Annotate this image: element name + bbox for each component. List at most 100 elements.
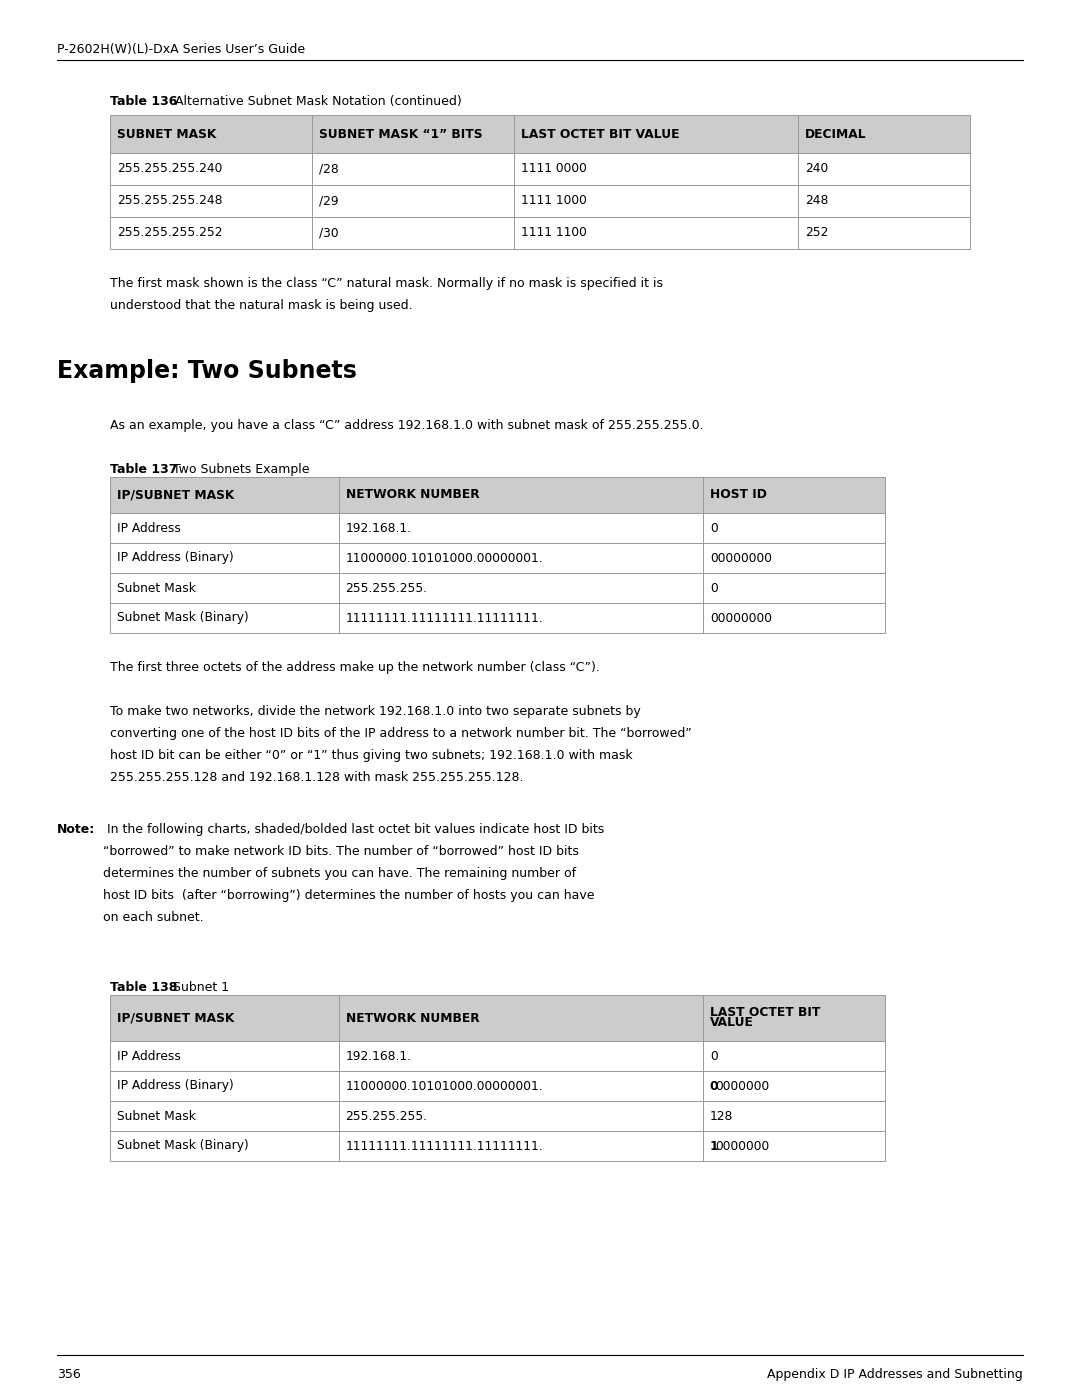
Text: IP/SUBNET MASK: IP/SUBNET MASK: [117, 489, 234, 502]
Text: Subnet Mask: Subnet Mask: [117, 1109, 195, 1123]
Bar: [110, 604, 339, 633]
Text: 11000000.10101000.00000001.: 11000000.10101000.00000001.: [346, 552, 543, 564]
Text: 255.255.255.252: 255.255.255.252: [117, 226, 222, 239]
Text: converting one of the host ID bits of the IP address to a network number bit. Th: converting one of the host ID bits of th…: [110, 726, 692, 740]
Text: 00000000: 00000000: [710, 552, 772, 564]
Bar: [339, 513, 703, 543]
Text: Table 137: Table 137: [110, 462, 177, 476]
Text: 1111 1000: 1111 1000: [522, 194, 588, 208]
Bar: [703, 1071, 885, 1101]
Bar: [312, 184, 514, 217]
Bar: [110, 1101, 339, 1132]
Bar: [339, 1071, 703, 1101]
Text: host ID bits  (after “borrowing”) determines the number of hosts you can have: host ID bits (after “borrowing”) determi…: [103, 888, 594, 902]
Text: /30: /30: [319, 226, 339, 239]
Text: NETWORK NUMBER: NETWORK NUMBER: [346, 1011, 480, 1024]
Text: 00000000: 00000000: [710, 612, 772, 624]
Bar: [110, 184, 312, 217]
Bar: [339, 604, 703, 633]
Bar: [110, 573, 339, 604]
Bar: [703, 1041, 885, 1071]
Text: IP/SUBNET MASK: IP/SUBNET MASK: [117, 1011, 234, 1024]
Bar: [514, 184, 798, 217]
Bar: [798, 115, 970, 154]
Text: SUBNET MASK “1” BITS: SUBNET MASK “1” BITS: [319, 127, 483, 141]
Text: Note:: Note:: [57, 823, 95, 835]
Text: Example: Two Subnets: Example: Two Subnets: [57, 359, 356, 383]
Bar: [110, 1071, 339, 1101]
Text: 11000000.10101000.00000001.: 11000000.10101000.00000001.: [346, 1080, 543, 1092]
Text: 0000000: 0000000: [715, 1080, 769, 1092]
Bar: [798, 217, 970, 249]
Text: DECIMAL: DECIMAL: [805, 127, 866, 141]
Text: Subnet 1: Subnet 1: [165, 981, 229, 995]
Text: 1111 0000: 1111 0000: [522, 162, 588, 176]
Text: 11111111.11111111.11111111.: 11111111.11111111.11111111.: [346, 612, 543, 624]
Text: Alternative Subnet Mask Notation (continued): Alternative Subnet Mask Notation (contin…: [167, 95, 462, 108]
Bar: [339, 476, 703, 513]
Text: IP Address (Binary): IP Address (Binary): [117, 1080, 233, 1092]
Bar: [110, 513, 339, 543]
Text: 1111 1100: 1111 1100: [522, 226, 588, 239]
Text: 0: 0: [710, 521, 717, 535]
Text: 0: 0: [710, 581, 717, 595]
Bar: [703, 543, 885, 573]
Text: Subnet Mask: Subnet Mask: [117, 581, 195, 595]
Bar: [703, 1132, 885, 1161]
Text: 255.255.255.128 and 192.168.1.128 with mask 255.255.255.128.: 255.255.255.128 and 192.168.1.128 with m…: [110, 771, 524, 784]
Text: The first mask shown is the class “C” natural mask. Normally if no mask is speci: The first mask shown is the class “C” na…: [110, 277, 663, 291]
Text: To make two networks, divide the network 192.168.1.0 into two separate subnets b: To make two networks, divide the network…: [110, 705, 640, 718]
Text: Subnet Mask (Binary): Subnet Mask (Binary): [117, 1140, 248, 1153]
Bar: [514, 115, 798, 154]
Bar: [514, 154, 798, 184]
Text: SUBNET MASK: SUBNET MASK: [117, 127, 216, 141]
Text: Two Subnets Example: Two Subnets Example: [165, 462, 310, 476]
Text: Subnet Mask (Binary): Subnet Mask (Binary): [117, 612, 248, 624]
Bar: [110, 995, 339, 1041]
Text: LAST OCTET BIT VALUE: LAST OCTET BIT VALUE: [522, 127, 679, 141]
Bar: [110, 543, 339, 573]
Text: P-2602H(W)(L)-DxA Series User’s Guide: P-2602H(W)(L)-DxA Series User’s Guide: [57, 43, 306, 56]
Text: IP Address: IP Address: [117, 1049, 180, 1063]
Bar: [339, 573, 703, 604]
Bar: [339, 1041, 703, 1071]
Text: 1: 1: [710, 1140, 718, 1153]
Text: 248: 248: [805, 194, 828, 208]
Text: 11111111.11111111.11111111.: 11111111.11111111.11111111.: [346, 1140, 543, 1153]
Text: 0000000: 0000000: [715, 1140, 769, 1153]
Bar: [312, 154, 514, 184]
Text: Table 136: Table 136: [110, 95, 177, 108]
Text: NETWORK NUMBER: NETWORK NUMBER: [346, 489, 480, 502]
Text: Appendix D IP Addresses and Subnetting: Appendix D IP Addresses and Subnetting: [767, 1368, 1023, 1382]
Bar: [110, 217, 312, 249]
Text: As an example, you have a class “C” address 192.168.1.0 with subnet mask of 255.: As an example, you have a class “C” addr…: [110, 419, 704, 432]
Text: In the following charts, shaded/bolded last octet bit values indicate host ID bi: In the following charts, shaded/bolded l…: [103, 823, 604, 835]
Bar: [339, 995, 703, 1041]
Text: /28: /28: [319, 162, 339, 176]
Bar: [339, 543, 703, 573]
Bar: [110, 1132, 339, 1161]
Bar: [703, 513, 885, 543]
Bar: [514, 217, 798, 249]
Text: 252: 252: [805, 226, 828, 239]
Bar: [110, 476, 339, 513]
Bar: [703, 995, 885, 1041]
Bar: [110, 115, 312, 154]
Text: /29: /29: [319, 194, 339, 208]
Text: IP Address: IP Address: [117, 521, 180, 535]
Text: 255.255.255.240: 255.255.255.240: [117, 162, 222, 176]
Bar: [798, 154, 970, 184]
Bar: [798, 184, 970, 217]
Text: determines the number of subnets you can have. The remaining number of: determines the number of subnets you can…: [103, 868, 576, 880]
Text: The first three octets of the address make up the network number (class “C”).: The first three octets of the address ma…: [110, 661, 599, 673]
Text: VALUE: VALUE: [710, 1017, 754, 1030]
Bar: [312, 217, 514, 249]
Text: IP Address (Binary): IP Address (Binary): [117, 552, 233, 564]
Text: understood that the natural mask is being used.: understood that the natural mask is bein…: [110, 299, 413, 312]
Text: Table 138: Table 138: [110, 981, 177, 995]
Bar: [339, 1132, 703, 1161]
Bar: [703, 573, 885, 604]
Text: 240: 240: [805, 162, 828, 176]
Text: 0: 0: [710, 1049, 717, 1063]
Text: 356: 356: [57, 1368, 81, 1382]
